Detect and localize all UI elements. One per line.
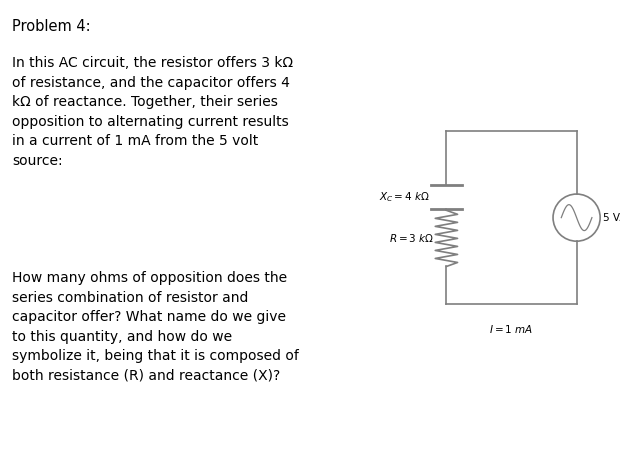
Text: $X_C = 4\ k\Omega$: $X_C = 4\ k\Omega$ [379,190,430,204]
Text: How many ohms of opposition does the
series combination of resistor and
capacito: How many ohms of opposition does the ser… [12,271,299,383]
Text: $R = 3\ k\Omega$: $R = 3\ k\Omega$ [389,233,434,244]
Text: $I = 1\ mA$: $I = 1\ mA$ [489,323,534,335]
Text: 5 VAC: 5 VAC [603,212,620,223]
Text: In this AC circuit, the resistor offers 3 kΩ
of resistance, and the capacitor of: In this AC circuit, the resistor offers … [12,56,293,168]
Text: Problem 4:: Problem 4: [12,19,91,34]
